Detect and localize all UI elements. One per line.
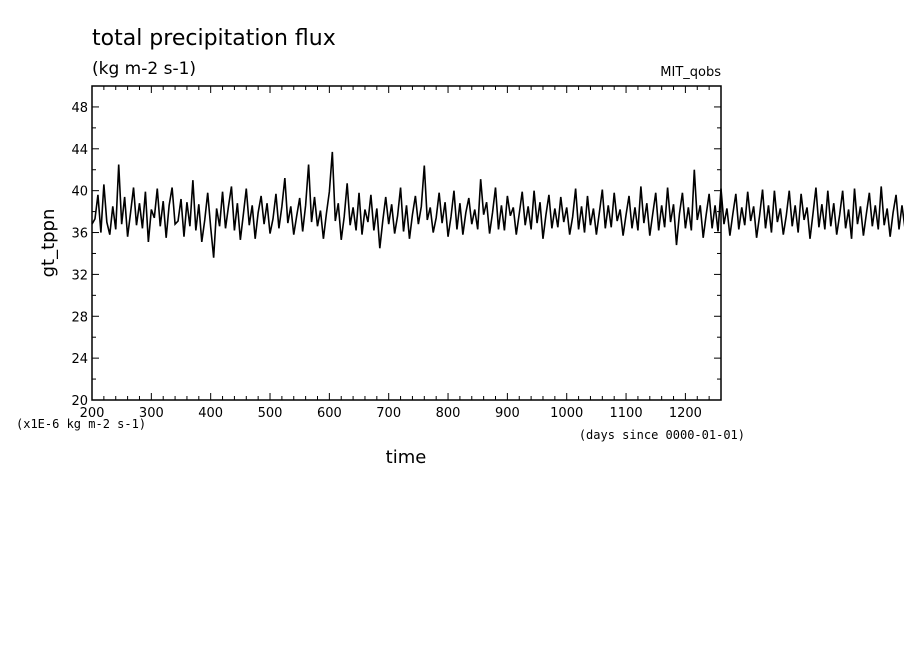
x-tick-label: 1200 xyxy=(669,406,702,421)
chart-units: (kg m-2 s-1) xyxy=(92,59,196,79)
y-tick-label: 20 xyxy=(71,394,88,409)
x-tick-label: 900 xyxy=(495,406,520,421)
x-tick-label: 400 xyxy=(198,406,223,421)
y-axis: 20 24 28 32 36 40 44 48 xyxy=(71,85,721,409)
y-tick-label: 36 xyxy=(71,227,88,242)
y-axis-label: gt_tppn xyxy=(38,209,59,278)
y-tick-label: 32 xyxy=(71,268,88,283)
x-tick-label: 1100 xyxy=(610,406,643,421)
x-axis-label: time xyxy=(386,447,427,468)
x-tick-label: 500 xyxy=(258,406,283,421)
x-tick-label: 700 xyxy=(376,406,401,421)
plot-frame xyxy=(91,85,722,401)
y-scale-note: (x1E-6 kg m-2 s-1) xyxy=(16,417,146,431)
x-tick-label: 800 xyxy=(436,406,461,421)
y-tick-label: 24 xyxy=(71,352,88,367)
source-label: MIT_qobs xyxy=(660,65,721,80)
y-tick-label: 40 xyxy=(71,185,88,200)
x-tick-label: 1000 xyxy=(550,406,583,421)
x-axis: 200 300 400 500 600 700 800 900 1000 1100 1200 xyxy=(80,86,722,421)
y-tick-label: 28 xyxy=(71,310,88,325)
y-tick-label: 44 xyxy=(71,143,88,158)
x-unit-note: (days since 0000-01-01) xyxy=(579,428,745,442)
x-tick-label: 600 xyxy=(317,406,342,421)
x-tick-label: 200 xyxy=(80,406,105,421)
x-tick-label: 300 xyxy=(139,406,164,421)
y-tick-label: 48 xyxy=(71,101,88,116)
series-line-gt-tppn xyxy=(91,151,904,258)
chart-title: total precipitation flux xyxy=(92,26,336,51)
